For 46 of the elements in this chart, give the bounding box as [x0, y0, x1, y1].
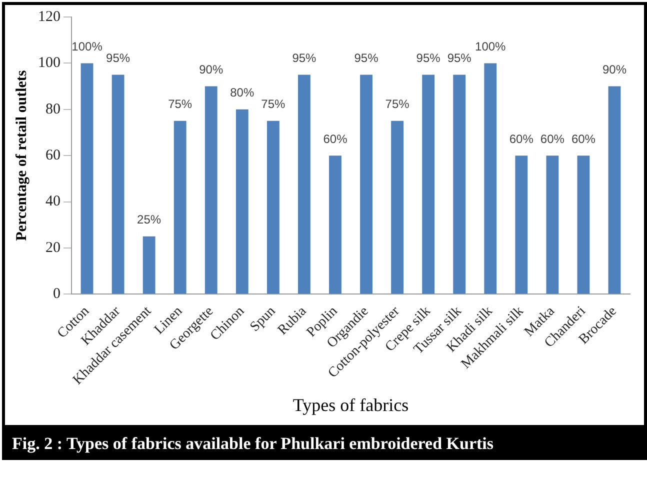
data-label: 60%	[509, 132, 534, 146]
data-label: 95%	[292, 51, 317, 66]
y-tick-label: 20	[46, 240, 60, 256]
y-tick-label: 80	[46, 101, 60, 118]
data-label: 90%	[602, 62, 627, 77]
data-label: 75%	[168, 97, 192, 112]
y-tick-label: 0	[53, 286, 60, 302]
bar	[236, 109, 248, 294]
y-axis-title: Percentage of retail outlets	[14, 70, 30, 241]
data-label: 95%	[416, 51, 441, 66]
bar	[266, 120, 280, 294]
bar	[204, 86, 218, 294]
bar	[329, 156, 342, 294]
data-label: 75%	[385, 97, 410, 112]
y-tick-label: 120	[38, 8, 60, 25]
data-label: 60%	[571, 132, 596, 146]
y-tick-label: 60	[46, 148, 60, 164]
bar	[546, 156, 559, 294]
data-label: 90%	[199, 62, 224, 77]
data-label: 80%	[230, 86, 254, 100]
data-label: 95%	[106, 51, 130, 66]
data-label: 100%	[475, 40, 506, 54]
bar	[298, 74, 310, 294]
data-label: 95%	[447, 51, 472, 66]
y-tick-label: 100	[38, 55, 60, 72]
y-tick-label: 40	[46, 194, 60, 210]
bar	[422, 74, 435, 294]
bar	[80, 63, 94, 294]
bar	[142, 236, 156, 294]
data-label: 100%	[72, 40, 103, 54]
bar	[391, 120, 404, 294]
bar	[360, 74, 372, 294]
data-label: 75%	[261, 97, 286, 112]
bar	[174, 120, 186, 294]
data-label: 95%	[354, 51, 379, 66]
bar	[453, 74, 466, 294]
bar	[577, 156, 590, 294]
text: Fig. 2 : Types of fabrics available for Phulkari embroidered Kurtis	[2, 428, 647, 460]
bar	[484, 63, 497, 294]
bar	[515, 156, 528, 294]
data-label: 25%	[137, 212, 162, 227]
bar	[608, 86, 621, 294]
data-label: 60%	[540, 132, 565, 146]
bar	[112, 74, 124, 294]
data-label: 60%	[323, 132, 348, 146]
x-axis-title: Types of fabrics	[292, 394, 409, 415]
